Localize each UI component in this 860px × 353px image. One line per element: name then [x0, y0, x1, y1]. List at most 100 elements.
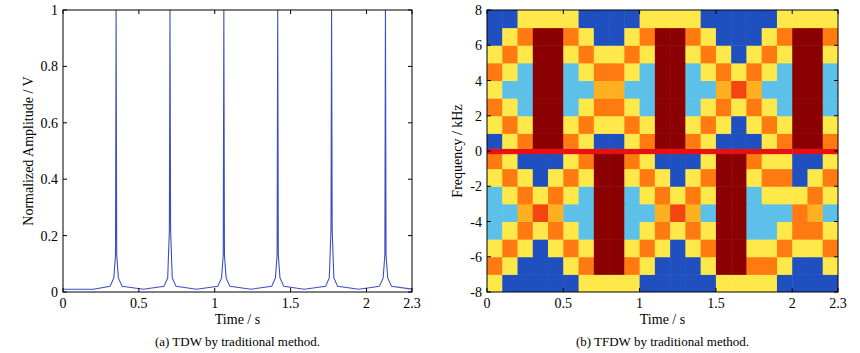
- y-tick-label: 0: [51, 285, 58, 300]
- heat-cell: [762, 10, 778, 28]
- heat-cell: [487, 116, 503, 134]
- heat-cell: [670, 169, 686, 187]
- heat-cell: [609, 154, 625, 169]
- heat-cell: [746, 116, 762, 134]
- heat-cell: [716, 63, 732, 81]
- heat-cell: [655, 154, 671, 169]
- heat-cell: [777, 148, 793, 154]
- heat-cell: [502, 10, 518, 28]
- heat-cell: [624, 45, 640, 63]
- y-tick: [834, 256, 838, 257]
- heat-cell: [716, 274, 732, 292]
- heat-cell: [502, 239, 518, 257]
- heat-cell: [548, 239, 564, 257]
- heat-cell: [548, 133, 564, 148]
- heat-cell: [731, 204, 747, 222]
- heat-cell: [701, 154, 717, 169]
- heat-cell: [792, 63, 808, 81]
- heat-cell: [807, 133, 823, 148]
- heat-cell: [685, 257, 701, 275]
- heat-cell: [670, 133, 686, 148]
- heat-cell: [487, 133, 503, 148]
- heat-cell: [762, 98, 778, 116]
- heat-cell: [518, 98, 534, 116]
- heat-cell: [502, 98, 518, 116]
- heat-cell: [777, 222, 793, 240]
- heat-cell: [594, 257, 610, 275]
- heat-cell: [548, 81, 564, 99]
- heat-cell: [655, 28, 671, 46]
- heat-cell: [624, 222, 640, 240]
- heat-cell: [807, 28, 823, 46]
- heat-cell: [624, 204, 640, 222]
- heat-cell: [563, 169, 579, 187]
- y-tick-label: 0.2: [41, 229, 59, 244]
- heat-cell: [792, 148, 808, 154]
- heat-cell: [624, 169, 640, 187]
- heat-cell: [609, 28, 625, 46]
- heat-cell: [579, 98, 595, 116]
- x-tick: [366, 288, 367, 292]
- heat-cell: [762, 116, 778, 134]
- heat-cell: [655, 10, 671, 28]
- x-tick-label: 2: [363, 296, 370, 311]
- y-tick: [487, 45, 491, 46]
- heat-cell: [609, 274, 625, 292]
- heat-cell: [563, 45, 579, 63]
- y-tick: [63, 235, 67, 236]
- heat-cell: [746, 186, 762, 204]
- heat-cell: [746, 274, 762, 292]
- heat-cell: [487, 45, 503, 63]
- heat-cell: [563, 63, 579, 81]
- heat-cell: [701, 274, 717, 292]
- heat-cell: [731, 239, 747, 257]
- heat-cell: [640, 204, 656, 222]
- heat-cell: [670, 116, 686, 134]
- heat-cell: [762, 133, 778, 148]
- heat-cell: [548, 154, 564, 169]
- heat-cell: [685, 45, 701, 63]
- y-tick: [408, 235, 412, 236]
- y-tick: [63, 292, 67, 293]
- heat-cell: [533, 98, 549, 116]
- heat-cell: [762, 154, 778, 169]
- heat-cell: [777, 133, 793, 148]
- heat-cell: [640, 63, 656, 81]
- heat-cell: [746, 148, 762, 154]
- y-tick-label: 0.8: [41, 59, 59, 74]
- heat-cell: [716, 154, 732, 169]
- heat-cell: [609, 116, 625, 134]
- heat-cell: [624, 28, 640, 46]
- heat-cell: [548, 222, 564, 240]
- heat-cell: [731, 257, 747, 275]
- heat-cell: [807, 63, 823, 81]
- heat-cell: [502, 63, 518, 81]
- heat-cell: [701, 81, 717, 99]
- heat-cell: [716, 222, 732, 240]
- plot-frame: [487, 10, 838, 292]
- heat-cell: [609, 148, 625, 154]
- heat-cell: [487, 154, 503, 169]
- x-tick: [639, 10, 640, 14]
- heat-cell: [746, 239, 762, 257]
- heat-cell: [777, 116, 793, 134]
- heat-cell: [548, 28, 564, 46]
- heat-cell: [563, 116, 579, 134]
- y-tick: [408, 292, 412, 293]
- heat-cell: [563, 274, 579, 292]
- heat-cell: [502, 116, 518, 134]
- heat-cell: [563, 10, 579, 28]
- heat-cell: [640, 116, 656, 134]
- heat-cell: [533, 45, 549, 63]
- heat-cell: [518, 274, 534, 292]
- heat-cell: [823, 10, 838, 28]
- heat-cell: [716, 204, 732, 222]
- heat-cell: [701, 63, 717, 81]
- y-tick: [487, 292, 491, 293]
- heat-cell: [640, 133, 656, 148]
- heat-cell: [670, 257, 686, 275]
- heat-cell: [487, 81, 503, 99]
- heat-cell: [685, 222, 701, 240]
- heat-cell: [731, 28, 747, 46]
- heat-cell: [533, 257, 549, 275]
